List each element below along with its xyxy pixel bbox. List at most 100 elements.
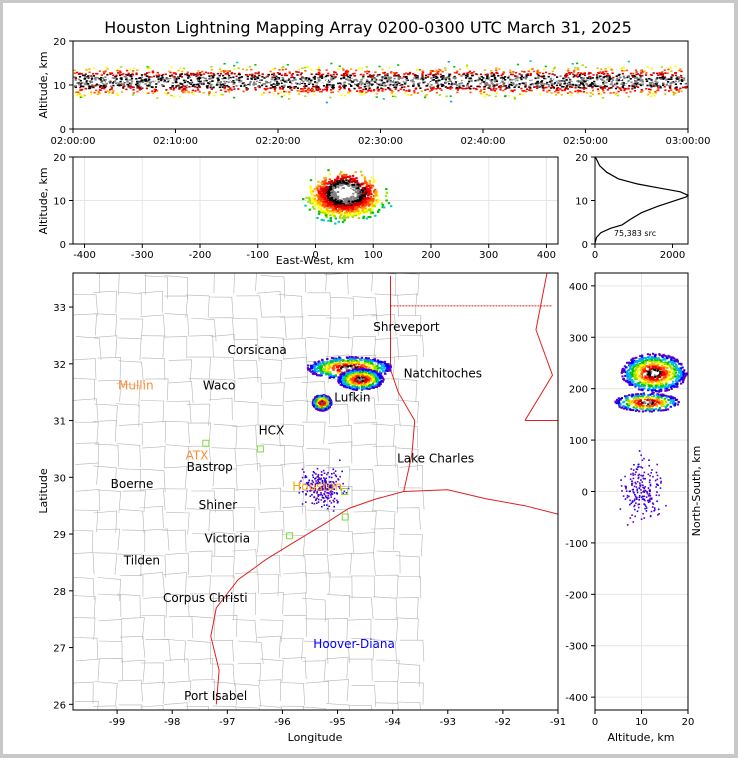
county-line [395,597,419,620]
source-point [645,72,648,74]
source-point [602,73,605,75]
source-point [517,86,520,88]
source-point [186,73,189,75]
source-point [410,94,413,96]
source-point [440,89,443,91]
source-point [326,182,329,185]
source-point [119,77,123,79]
source-point [395,74,398,77]
source-point [679,68,682,70]
county-line [93,335,118,358]
source-point [435,75,438,78]
source-point [343,86,346,89]
source-point [516,63,520,66]
source-point [355,203,358,205]
source-point [334,207,337,210]
source-point [147,66,150,69]
source-point [145,87,148,90]
source-point [347,195,350,197]
source-point [408,72,411,75]
source-point [632,76,635,78]
source-point [327,192,331,194]
source-point [550,86,553,89]
source-point [612,76,615,79]
source-point [355,78,358,81]
source-point [125,73,128,76]
source-point [267,80,271,83]
source-point [113,80,116,83]
source-point [541,84,544,87]
source-point [369,76,372,78]
source-point [563,89,566,92]
source-point [402,80,405,82]
source-point [80,85,83,87]
source-point [190,72,193,75]
source-point [363,176,367,179]
source-point [458,73,461,76]
source-point [379,82,383,84]
source-point [616,77,619,80]
source-point [238,79,241,81]
source-point [378,366,381,369]
source-point [670,82,673,84]
source-point [276,78,279,80]
source-point [282,78,285,80]
source-point [102,86,105,88]
source-point [401,83,404,86]
source-point [331,360,334,363]
source-point [355,180,358,183]
source-point [363,201,366,204]
county-line [189,335,214,358]
source-point [342,73,346,75]
source-point [175,78,178,81]
source-point [345,356,348,359]
source-point [73,72,77,74]
source-point [111,91,114,93]
source-point [352,190,355,193]
county-line [394,424,418,449]
source-point [650,95,653,98]
source-point [327,190,330,193]
source-point [525,74,528,76]
source-point [576,89,579,92]
source-point [349,90,352,92]
source-point [339,360,342,363]
source-point [432,76,435,78]
source-point [165,89,168,91]
source-point [105,66,108,69]
source-point [640,69,643,71]
source-point [320,187,323,190]
source-point [307,364,310,367]
source-point [496,83,499,85]
source-point [644,74,648,76]
source-point [362,215,365,218]
source-point [250,78,253,80]
source-point [377,359,380,362]
source-point [432,74,435,77]
source-point [354,191,357,194]
source-point [447,81,450,83]
source-point [328,374,331,377]
source-point [336,198,340,200]
source-point [370,198,373,201]
source-point [543,83,546,85]
source-point [337,368,340,371]
source-point [382,98,385,100]
source-point [84,87,87,90]
source-point [330,373,333,376]
source-point [392,95,395,98]
source-point [84,73,87,75]
source-point [353,79,356,81]
source-point [320,372,323,375]
source-point [390,76,393,79]
source-point [616,83,619,85]
county-line [372,596,398,620]
source-point [466,64,469,67]
source-point [83,81,86,83]
source-point [531,68,534,70]
source-point [462,85,465,87]
source-point [118,84,121,87]
source-point [363,360,367,363]
source-point [348,205,352,208]
source-point [480,79,484,81]
